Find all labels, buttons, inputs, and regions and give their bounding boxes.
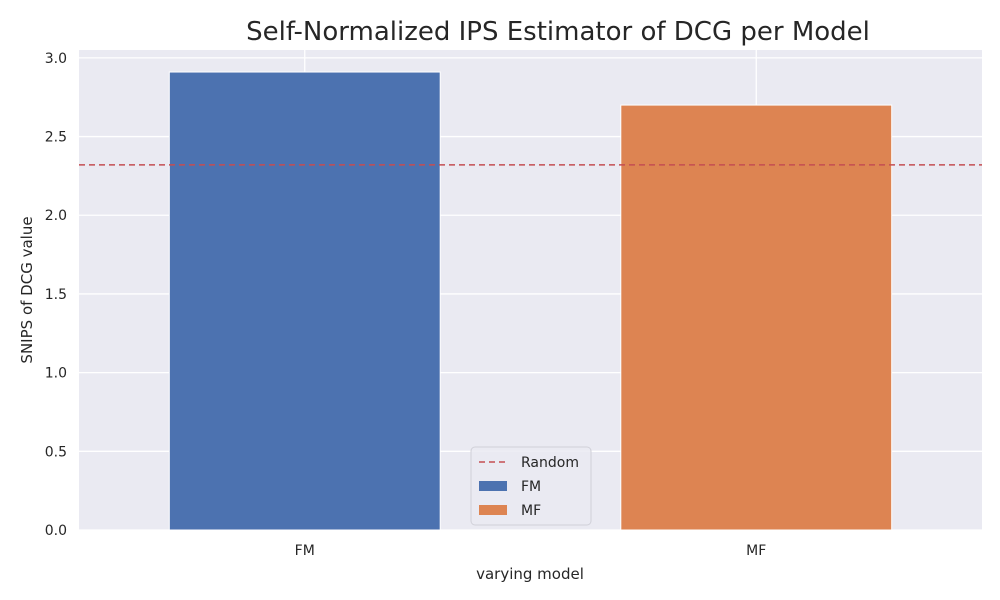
bars [168, 71, 893, 531]
legend-label: MF [521, 503, 541, 519]
x-axis-ticks: FM MF [295, 543, 767, 559]
y-tick-label: 0.0 [45, 523, 67, 539]
bar-mf [620, 104, 893, 531]
x-tick-label: FM [295, 543, 315, 559]
y-tick-label: 2.5 [45, 130, 67, 146]
y-tick-label: 2.0 [45, 208, 67, 224]
x-axis-label: varying model [476, 565, 584, 583]
chart-title: Self-Normalized IPS Estimator of DCG per… [246, 17, 870, 47]
y-tick-label: 1.0 [45, 366, 67, 382]
legend-swatch-patch [479, 505, 507, 515]
legend-label: Random [521, 455, 579, 471]
y-axis-ticks: 0.0 0.5 1.0 1.5 2.0 2.5 3.0 [45, 51, 67, 539]
legend: Random FM MF [470, 446, 592, 526]
legend-swatch-patch [479, 481, 507, 491]
x-tick-label: MF [746, 543, 766, 559]
y-tick-label: 0.5 [45, 444, 67, 460]
y-axis-label: SNIPS of DCG value [18, 216, 36, 363]
y-tick-label: 1.5 [45, 287, 67, 303]
y-tick-label: 3.0 [45, 51, 67, 67]
legend-label: FM [521, 479, 541, 495]
bar-fm [168, 71, 441, 531]
